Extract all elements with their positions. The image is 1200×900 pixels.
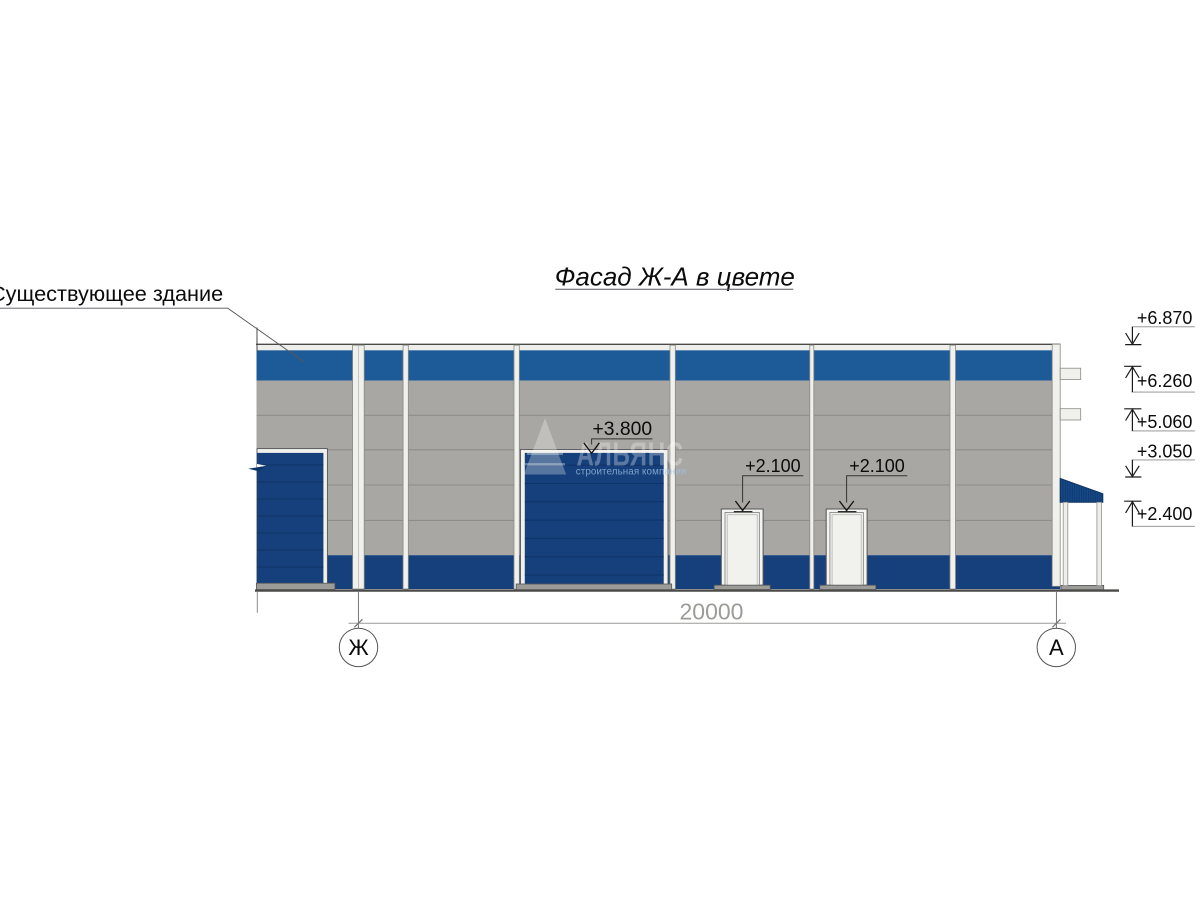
svg-text:+2.400: +2.400 (1137, 504, 1193, 524)
svg-text:Ж: Ж (348, 635, 369, 660)
svg-text:+3.050: +3.050 (1137, 441, 1193, 461)
svg-text:+6.870: +6.870 (1137, 308, 1193, 328)
svg-text:+3.800: +3.800 (593, 419, 653, 440)
svg-text:+6.260: +6.260 (1137, 371, 1193, 391)
svg-text:+5.060: +5.060 (1137, 412, 1193, 432)
svg-text:А: А (1049, 635, 1064, 660)
svg-text:Существующее здание: Существующее здание (0, 281, 223, 306)
svg-text:20000: 20000 (680, 599, 744, 625)
svg-text:строительная компания: строительная компания (576, 467, 687, 478)
svg-text:АЛЬЯНС: АЛЬЯНС (577, 437, 684, 474)
svg-text:+2.100: +2.100 (849, 456, 905, 476)
svg-text:+2.100: +2.100 (745, 456, 801, 476)
svg-text:Фасад Ж-А в цвете: Фасад Ж-А в цвете (555, 262, 795, 292)
